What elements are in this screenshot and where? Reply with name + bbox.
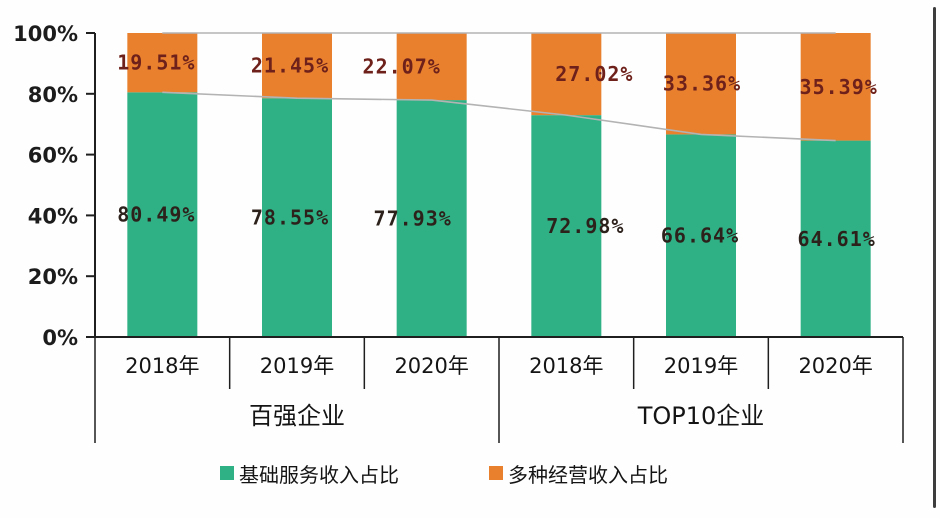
data-label-basic-service: 72.98% <box>546 214 624 238</box>
group-label: 百强企业 <box>249 402 345 430</box>
year-label: 2018年 <box>529 354 603 378</box>
y-axis-tick-label: 100% <box>13 22 78 46</box>
bar-segment-diversified <box>531 33 602 116</box>
bar-segment-basic-service <box>531 115 602 337</box>
y-axis-tick-label: 40% <box>28 204 78 228</box>
data-label-diversified: 22.07% <box>363 55 441 79</box>
data-label-basic-service: 80.49% <box>117 203 195 227</box>
bar-segment-diversified <box>127 33 198 93</box>
legend-swatch-diversified <box>489 466 503 480</box>
data-label-basic-service: 66.64% <box>661 224 739 248</box>
legend-item-diversified: 多种经营收入占比 <box>489 461 668 487</box>
card-right-shadow <box>933 7 936 508</box>
data-label-basic-service: 78.55% <box>251 206 329 230</box>
bar-segment-basic-service <box>396 100 467 337</box>
y-axis-tick-label: 20% <box>28 265 78 289</box>
bar-segment-basic-service <box>666 134 736 337</box>
legend-label-diversified: 多种经营收入占比 <box>508 462 668 487</box>
data-label-diversified: 19.51% <box>117 51 195 75</box>
data-label-diversified: 35.39% <box>800 75 878 99</box>
year-label: 2019年 <box>664 354 738 378</box>
year-label: 2018年 <box>125 354 199 378</box>
data-label-diversified: 21.45% <box>251 54 329 78</box>
legend-label-basic-service: 基础服务收入占比 <box>239 462 399 487</box>
year-label: 2019年 <box>260 354 334 378</box>
y-axis-tick-label: 0% <box>42 326 78 350</box>
year-label: 2020年 <box>798 354 872 378</box>
legend-swatch-basic-service <box>220 466 234 480</box>
basic-service-share-line <box>162 91 836 142</box>
data-label-basic-service: 64.61% <box>798 227 876 251</box>
bar-segment-basic-service <box>262 98 332 337</box>
legend-item-basic-service: 基础服务收入占比 <box>220 461 399 487</box>
bar-segment-diversified <box>666 33 736 135</box>
data-label-diversified: 27.02% <box>555 62 633 86</box>
y-axis-tick-label: 80% <box>28 83 78 107</box>
y-axis-tick-label: 60% <box>28 144 78 168</box>
bar-segment-diversified <box>396 33 467 101</box>
year-label: 2020年 <box>394 354 468 378</box>
bar-segment-diversified <box>800 33 871 141</box>
data-label-basic-service: 77.93% <box>374 207 452 231</box>
group-label: TOP10企业 <box>637 402 765 430</box>
bar-segment-basic-service <box>127 92 198 338</box>
bar-segment-basic-service <box>800 140 871 337</box>
data-label-diversified: 33.36% <box>663 72 741 96</box>
bar-segment-diversified <box>262 33 332 99</box>
